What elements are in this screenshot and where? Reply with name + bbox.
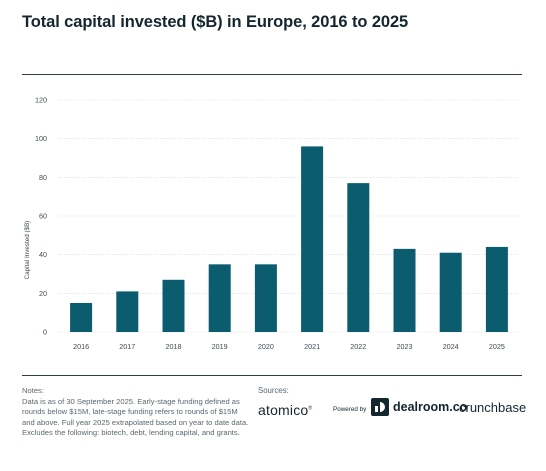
x-tick-label: 2021: [304, 342, 320, 351]
y-tick-label: 60: [39, 212, 47, 221]
x-tick-label: 2020: [258, 342, 274, 351]
y-tick-label: 80: [39, 173, 47, 182]
bottom-divider: [22, 375, 522, 376]
bar-2017: [116, 291, 139, 332]
dealroom-logo-icon: [371, 398, 389, 416]
notes-title: Notes:: [22, 386, 44, 395]
y-tick-label: 120: [35, 96, 47, 105]
x-tick-label: 2025: [489, 342, 505, 351]
bar-2016: [70, 303, 93, 332]
x-tick-label: 2023: [397, 342, 413, 351]
sources-title: Sources:: [258, 386, 289, 395]
notes-block: Notes: Data is as of 30 September 2025. …: [22, 386, 252, 439]
y-tick-labels: 0 20 40 60 80 100 120: [35, 96, 47, 337]
top-divider: [22, 74, 522, 75]
bar-2025: [485, 246, 508, 332]
chart-title: Total capital invested ($B) in Europe, 2…: [22, 13, 409, 31]
bar-2023: [393, 248, 416, 332]
registered-mark: ®: [308, 405, 313, 412]
y-tick-label: 20: [39, 289, 47, 298]
x-tick-label: 2019: [212, 342, 228, 351]
x-tick-label: 2024: [443, 342, 459, 351]
bar-chart: 0 20 40 60 80 100 120 2016 2017 2018 2019 2020 2021…: [24, 96, 520, 351]
atomico-wordmark: atomico: [258, 402, 309, 418]
x-tick-labels: 2016 2017 2018 2019 2020 2021 2022 2023 2024 2025: [73, 342, 505, 351]
dealroom-logo: dealroom.co: [393, 400, 468, 414]
bar-2020: [254, 264, 277, 332]
y-tick-label: 0: [43, 328, 47, 337]
y-axis-label: Capital Invested ($B): [24, 221, 31, 280]
x-tick-label: 2018: [166, 342, 182, 351]
bar-2021: [301, 146, 324, 332]
y-tick-label: 100: [35, 134, 47, 143]
bar-2022: [347, 183, 370, 332]
bar-2024: [439, 252, 462, 332]
x-tick-label: 2022: [350, 342, 366, 351]
bars: [70, 146, 508, 332]
notes-text: Data is as of 30 September 2025. Early-s…: [22, 396, 249, 438]
powered-by-label: Powered by: [333, 406, 367, 413]
atomico-logo: atomico®: [258, 402, 312, 418]
bar-2018: [162, 279, 185, 332]
bar-2019: [208, 264, 231, 332]
y-tick-label: 40: [39, 250, 47, 259]
x-tick-label: 2016: [73, 342, 89, 351]
crunchbase-logo: crunchbase: [459, 400, 527, 415]
x-tick-label: 2017: [119, 342, 135, 351]
